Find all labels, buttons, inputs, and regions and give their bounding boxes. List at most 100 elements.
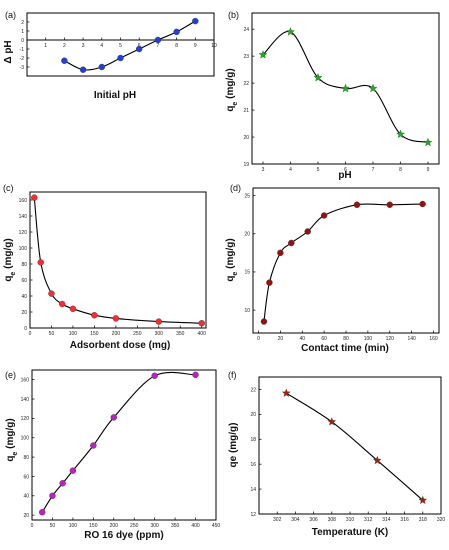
y-tick-label: 1 xyxy=(21,29,24,35)
x-tick-label: 9 xyxy=(427,167,430,173)
x-tick-label: 100 xyxy=(69,331,78,337)
y-tick-label: 2 xyxy=(21,20,24,26)
y-tick-label: 0 xyxy=(24,326,27,332)
y-tick-label: 20 xyxy=(244,232,250,238)
y-tick-label: 20 xyxy=(243,135,249,141)
x-tick-label: 350 xyxy=(171,523,180,529)
x-tick-label: 40 xyxy=(299,336,305,342)
y-tick-label: 10 xyxy=(244,308,250,314)
x-tick-label: 316 xyxy=(400,517,409,523)
y-tick-label: 120 xyxy=(19,230,28,236)
data-point xyxy=(288,239,295,247)
x-tick-label: 302 xyxy=(273,517,282,523)
series-line xyxy=(286,392,424,501)
plot-frame xyxy=(252,187,440,334)
x-tick-label: 400 xyxy=(198,331,207,337)
y-label-main: q xyxy=(5,456,16,462)
y-axis-label: Δ pH xyxy=(3,40,14,63)
panel-label: (f) xyxy=(228,370,237,380)
series-line xyxy=(41,371,196,513)
x-axis-label: RO 16 dye (ppm) xyxy=(84,530,163,541)
x-tick-label: 310 xyxy=(346,517,355,523)
data-point xyxy=(423,137,433,147)
x-tick-label: 5 xyxy=(119,43,122,49)
data-point xyxy=(69,305,77,312)
data-point xyxy=(135,45,143,53)
x-tick-label: 9 xyxy=(194,43,197,49)
y-tick-label: 40 xyxy=(23,494,29,500)
x-tick-label: 4 xyxy=(289,167,292,173)
data-point xyxy=(419,200,426,208)
data-point xyxy=(69,467,77,474)
x-tick-label: 8 xyxy=(399,167,402,173)
data-point xyxy=(48,290,55,297)
y-tick-label: 22 xyxy=(243,81,249,87)
x-tick-label: 100 xyxy=(364,336,373,342)
panel-label: (e) xyxy=(5,370,16,380)
data-point xyxy=(341,83,350,93)
y-axis-label: qe (mg/g) xyxy=(3,238,17,281)
x-tick-label: 314 xyxy=(382,517,391,523)
x-tick-label: 300 xyxy=(155,331,164,337)
data-point xyxy=(386,201,393,208)
x-tick-label: 300 xyxy=(150,523,159,529)
x-tick-label: 320 xyxy=(437,517,446,523)
x-tick-label: 304 xyxy=(291,517,300,523)
data-point xyxy=(112,315,120,322)
y-tick-label: 60 xyxy=(21,278,27,284)
y-tick-label: 21 xyxy=(243,108,249,114)
x-tick-label: 3 xyxy=(262,167,265,173)
y-tick-label: 16 xyxy=(250,462,256,468)
y-label-sub: e xyxy=(232,272,239,276)
x-tick-label: 120 xyxy=(386,336,395,342)
x-tick-label: 20 xyxy=(278,336,284,342)
x-tick-label: 7 xyxy=(157,43,160,49)
x-tick-label: 150 xyxy=(90,331,99,337)
x-axis-label: Initial pH xyxy=(94,90,136,101)
panel-3: 0 20 40 60 80 100 120 140 160 10 15 20 25(d) Contact … xyxy=(225,183,440,354)
panel-label: (a) xyxy=(5,10,16,20)
x-tick-label: 312 xyxy=(364,517,373,523)
x-tick-label: 200 xyxy=(110,523,119,529)
y-label-sub: e xyxy=(12,452,19,456)
data-point xyxy=(155,318,162,325)
plot-frame xyxy=(26,12,215,77)
data-point xyxy=(59,480,66,487)
x-tick-label: 8 xyxy=(175,43,178,49)
y-tick-label: 160 xyxy=(19,198,28,204)
x-tick-label: 318 xyxy=(419,517,428,523)
x-tick-label: 308 xyxy=(328,517,337,523)
data-point xyxy=(327,417,337,426)
y-label-main: Δ pH xyxy=(3,40,14,63)
y-tick-label: 40 xyxy=(21,294,27,300)
y-tick-label: 80 xyxy=(21,262,27,268)
y-label-main: q xyxy=(225,276,236,282)
x-axis-label: Contact time (min) xyxy=(301,343,389,354)
y-label-unit: (mg/g) xyxy=(3,238,14,271)
plot-frame xyxy=(31,369,217,521)
panel-4: 0 50 100 150 200 250 300 350 400 450 20 40 60 80 100 12… xyxy=(5,369,221,541)
y-tick-label: 20 xyxy=(250,412,256,418)
x-tick-label: 450 xyxy=(212,523,221,529)
y-tick-label: 80 xyxy=(23,455,29,461)
x-tick-label: 10 xyxy=(211,43,217,49)
data-point xyxy=(192,17,199,25)
y-tick-label: 24 xyxy=(243,27,249,33)
x-tick-label: 250 xyxy=(133,331,142,337)
data-point xyxy=(266,279,273,286)
data-point xyxy=(192,371,199,379)
y-label-main: q xyxy=(3,276,14,282)
data-point xyxy=(90,442,97,449)
panel-2: 0 50 100 150 200 250 300 350 400 0 20 40 60 80 100 120 1… xyxy=(3,183,207,351)
x-tick-label: 1 xyxy=(44,43,47,49)
y-tick-label: 60 xyxy=(23,474,29,480)
y-label-unit: (mg/g) xyxy=(225,238,236,271)
x-tick-label: 306 xyxy=(309,517,318,523)
panel-label: (c) xyxy=(3,183,14,193)
y-tick-label: 20 xyxy=(23,513,29,519)
data-point xyxy=(277,249,284,257)
series-line xyxy=(263,203,423,322)
y-tick-label: 100 xyxy=(19,246,28,252)
